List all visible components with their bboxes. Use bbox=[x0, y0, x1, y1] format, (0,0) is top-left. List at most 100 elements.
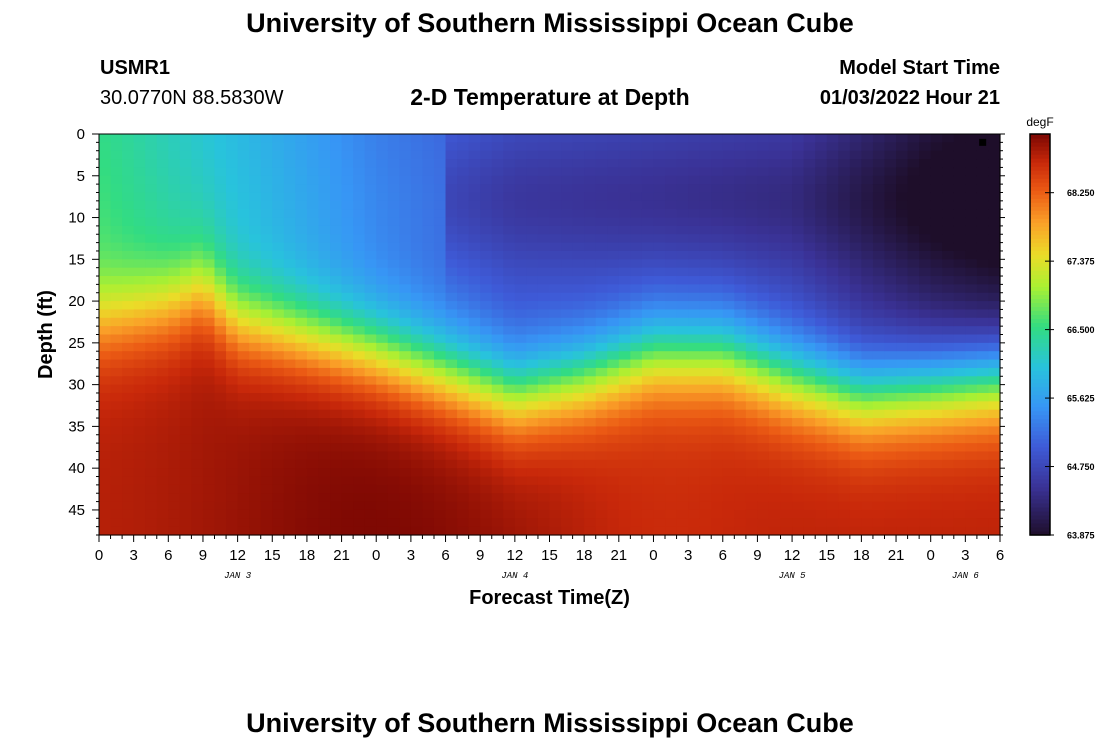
heatmap-cell bbox=[422, 376, 435, 386]
heatmap-cell bbox=[722, 159, 735, 169]
heatmap-cell bbox=[884, 509, 897, 519]
heatmap-cell bbox=[653, 192, 666, 202]
heatmap-cell bbox=[283, 159, 296, 169]
heatmap-cell bbox=[988, 409, 1001, 419]
heatmap-cell bbox=[168, 426, 181, 436]
heatmap-cell bbox=[168, 443, 181, 453]
heatmap-cell bbox=[861, 509, 874, 519]
heatmap-cell bbox=[757, 359, 770, 369]
heatmap-cell bbox=[491, 518, 504, 528]
heatmap-cell bbox=[399, 217, 412, 227]
heatmap-cell bbox=[896, 217, 909, 227]
heatmap-cell bbox=[433, 443, 447, 453]
heatmap-cell bbox=[387, 476, 400, 486]
heatmap-cell bbox=[815, 301, 828, 311]
heatmap-cell bbox=[480, 167, 493, 177]
heatmap-cell bbox=[191, 242, 204, 252]
heatmap-cell bbox=[433, 234, 447, 244]
colorbar-segment bbox=[1030, 442, 1050, 448]
heatmap-cell bbox=[399, 259, 412, 269]
heatmap-cell bbox=[745, 234, 759, 244]
heatmap-cell bbox=[272, 409, 285, 419]
heatmap-cell bbox=[653, 259, 666, 269]
heatmap-cell bbox=[514, 401, 527, 411]
heatmap-cell bbox=[445, 468, 458, 478]
heatmap-cell bbox=[202, 134, 216, 143]
heatmap-cell bbox=[133, 518, 146, 528]
heatmap-cell bbox=[457, 134, 470, 143]
heatmap-cell bbox=[641, 334, 655, 344]
colorbar-segment bbox=[1030, 210, 1050, 215]
heatmap-cell bbox=[896, 501, 909, 511]
heatmap-cell bbox=[630, 484, 643, 494]
heatmap-cell bbox=[930, 493, 943, 503]
heatmap-cell bbox=[526, 150, 539, 160]
heatmap-cell bbox=[722, 359, 735, 369]
heatmap-cell bbox=[433, 259, 447, 269]
heatmap-cell bbox=[283, 426, 296, 436]
heatmap-cell bbox=[491, 184, 504, 194]
heatmap-cell bbox=[699, 351, 712, 361]
heatmap-cell bbox=[861, 242, 874, 252]
heatmap-cell bbox=[930, 484, 943, 494]
heatmap-cell bbox=[191, 342, 204, 352]
heatmap-cell bbox=[353, 342, 366, 352]
heatmap-cell bbox=[930, 392, 943, 402]
heatmap-cell bbox=[376, 459, 389, 469]
heatmap-cell bbox=[942, 518, 955, 528]
heatmap-cell bbox=[99, 317, 112, 327]
heatmap-cell bbox=[630, 509, 643, 519]
heatmap-cell bbox=[907, 443, 920, 453]
heatmap-cell bbox=[445, 443, 458, 453]
heatmap-cell bbox=[283, 476, 296, 486]
heatmap-cell bbox=[433, 142, 447, 152]
heatmap-cell bbox=[930, 468, 943, 478]
heatmap-cell bbox=[618, 418, 631, 427]
heatmap-cell bbox=[480, 518, 493, 528]
heatmap-cell bbox=[942, 217, 955, 227]
heatmap-cell bbox=[156, 468, 169, 478]
heatmap-cell bbox=[572, 250, 585, 260]
heatmap-cell bbox=[295, 134, 308, 143]
heatmap-cell bbox=[433, 484, 447, 494]
heatmap-cell bbox=[584, 142, 597, 152]
heatmap-cell bbox=[237, 284, 250, 294]
heatmap-cell bbox=[318, 509, 331, 519]
heatmap-cell bbox=[872, 259, 886, 269]
heatmap-cell bbox=[907, 209, 920, 219]
heatmap-cell bbox=[861, 167, 874, 177]
heatmap-cell bbox=[249, 267, 262, 277]
heatmap-cell bbox=[480, 384, 493, 394]
heatmap-cell bbox=[514, 225, 527, 235]
heatmap-cell bbox=[630, 234, 643, 244]
heatmap-cell bbox=[156, 317, 169, 327]
heatmap-cell bbox=[849, 501, 862, 511]
heatmap-cell bbox=[976, 209, 990, 219]
heatmap-cell bbox=[665, 409, 678, 419]
heatmap-cell bbox=[526, 259, 539, 269]
heatmap-cell bbox=[607, 351, 620, 361]
heatmap-cell bbox=[237, 326, 250, 336]
heatmap-cell bbox=[757, 351, 770, 361]
heatmap-cell bbox=[364, 284, 377, 294]
heatmap-cell bbox=[99, 192, 112, 202]
heatmap-cell bbox=[757, 326, 770, 336]
heatmap-cell bbox=[734, 209, 747, 219]
heatmap-cell bbox=[699, 209, 712, 219]
heatmap-cell bbox=[988, 468, 1001, 478]
heatmap-cell bbox=[179, 501, 193, 511]
heatmap-cell bbox=[653, 184, 666, 194]
heatmap-cell bbox=[976, 359, 990, 369]
heatmap-cell bbox=[272, 242, 285, 252]
heatmap-cell bbox=[122, 359, 135, 369]
heatmap-cell bbox=[757, 451, 770, 461]
heatmap-cell bbox=[988, 309, 1001, 319]
heatmap-cell bbox=[699, 501, 712, 511]
heatmap-cell bbox=[826, 284, 839, 294]
heatmap-cell bbox=[780, 367, 793, 377]
heatmap-cell bbox=[133, 209, 146, 219]
heatmap-cell bbox=[849, 443, 862, 453]
day-label: JAN 6 bbox=[952, 571, 980, 581]
heatmap-cell bbox=[491, 376, 504, 386]
heatmap-cell bbox=[768, 142, 782, 152]
